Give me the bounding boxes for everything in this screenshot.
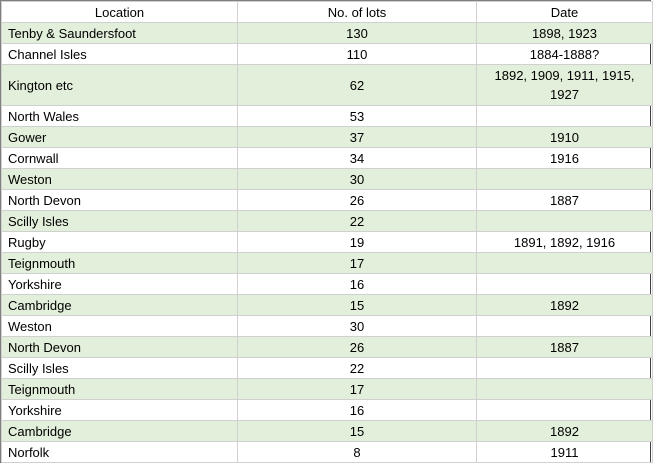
- location-cell: Cambridge: [1, 294, 238, 316]
- date-cell: 1898, 1923: [476, 22, 653, 44]
- table-row: Cornwall 34 1916: [1, 147, 653, 169]
- lots-cell: 34: [237, 147, 477, 169]
- lots-cell: 17: [237, 378, 477, 400]
- lots-cell: 22: [237, 210, 477, 232]
- location-cell: North Devon: [1, 336, 238, 358]
- lots-cell: 22: [237, 357, 477, 379]
- table-row: Weston 30: [1, 315, 653, 337]
- location-cell: Teignmouth: [1, 378, 238, 400]
- lots-cell: 110: [237, 43, 477, 65]
- location-cell: Rugby: [1, 231, 238, 253]
- lots-cell: 17: [237, 252, 477, 274]
- location-cell: Weston: [1, 168, 238, 190]
- date-cell: [476, 399, 653, 421]
- location-cell: Weston: [1, 315, 238, 337]
- lots-cell: 26: [237, 336, 477, 358]
- table-row: Scilly Isles 22: [1, 357, 653, 379]
- location-cell: Scilly Isles: [1, 357, 238, 379]
- lots-cell: 30: [237, 168, 477, 190]
- lots-cell: 30: [237, 315, 477, 337]
- lots-cell: 53: [237, 105, 477, 127]
- table-row: Cambridge 15 1892: [1, 294, 653, 316]
- lots-cell: 130: [237, 22, 477, 44]
- table-row: Gower 37 1910: [1, 126, 653, 148]
- date-cell: 1916: [476, 147, 653, 169]
- header-row: Location No. of lots Date: [1, 1, 653, 23]
- header-lots: No. of lots: [237, 1, 477, 23]
- table-row: Cambridge 15 1892: [1, 420, 653, 442]
- date-cell: 1884-1888?: [476, 43, 653, 65]
- date-cell: 1910: [476, 126, 653, 148]
- location-cell: North Wales: [1, 105, 238, 127]
- location-cell: Gower: [1, 126, 238, 148]
- table-row: Weston 30: [1, 168, 653, 190]
- lots-table: Location No. of lots Date Tenby & Saunde…: [1, 1, 653, 463]
- date-cell: 1891, 1892, 1916: [476, 231, 653, 253]
- location-cell: Channel Isles: [1, 43, 238, 65]
- date-cell: 1887: [476, 189, 653, 211]
- lots-cell: 15: [237, 294, 477, 316]
- date-cell: [476, 210, 653, 232]
- table-row: Teignmouth 17: [1, 378, 653, 400]
- table-row: Yorkshire 16: [1, 399, 653, 421]
- table-row: Rugby 19 1891, 1892, 1916: [1, 231, 653, 253]
- header-location: Location: [1, 1, 238, 23]
- table-row: Scilly Isles 22: [1, 210, 653, 232]
- date-cell: [476, 378, 653, 400]
- lots-cell: 16: [237, 399, 477, 421]
- location-cell: Tenby & Saundersfoot: [1, 22, 238, 44]
- lots-cell: 37: [237, 126, 477, 148]
- lots-cell: 26: [237, 189, 477, 211]
- lots-cell: 62: [237, 64, 477, 106]
- date-cell: 1911: [476, 441, 653, 463]
- date-cell: 1887: [476, 336, 653, 358]
- header-date: Date: [476, 1, 653, 23]
- table-row: Teignmouth 17: [1, 252, 653, 274]
- date-cell: 1892: [476, 420, 653, 442]
- location-cell: Norfolk: [1, 441, 238, 463]
- location-cell: Yorkshire: [1, 399, 238, 421]
- location-cell: Scilly Isles: [1, 210, 238, 232]
- date-cell: [476, 252, 653, 274]
- table-row: Kington etc 62 1892, 1909, 1911, 1915, 192…: [1, 64, 653, 106]
- lots-cell: 16: [237, 273, 477, 295]
- date-cell: [476, 273, 653, 295]
- lots-cell: 8: [237, 441, 477, 463]
- lots-cell: 15: [237, 420, 477, 442]
- table-row: Tenby & Saundersfoot 130 1898, 1923: [1, 22, 653, 44]
- location-cell: Kington etc: [1, 64, 238, 106]
- date-cell: [476, 357, 653, 379]
- table-row: Yorkshire 16: [1, 273, 653, 295]
- location-cell: Cornwall: [1, 147, 238, 169]
- table-row: North Wales 53: [1, 105, 653, 127]
- table-row: Norfolk 8 1911: [1, 441, 653, 463]
- location-cell: North Devon: [1, 189, 238, 211]
- location-cell: Teignmouth: [1, 252, 238, 274]
- date-cell: 1892, 1909, 1911, 1915, 1927: [476, 64, 653, 106]
- location-cell: Yorkshire: [1, 273, 238, 295]
- date-cell: [476, 315, 653, 337]
- date-cell: [476, 168, 653, 190]
- table-row: North Devon 26 1887: [1, 189, 653, 211]
- date-cell: 1892: [476, 294, 653, 316]
- table-row: Channel Isles 110 1884-1888?: [1, 43, 653, 65]
- lots-cell: 19: [237, 231, 477, 253]
- date-cell: [476, 105, 653, 127]
- table-row: North Devon 26 1887: [1, 336, 653, 358]
- location-cell: Cambridge: [1, 420, 238, 442]
- lots-table-sheet: Location No. of lots Date Tenby & Saunde…: [0, 0, 653, 463]
